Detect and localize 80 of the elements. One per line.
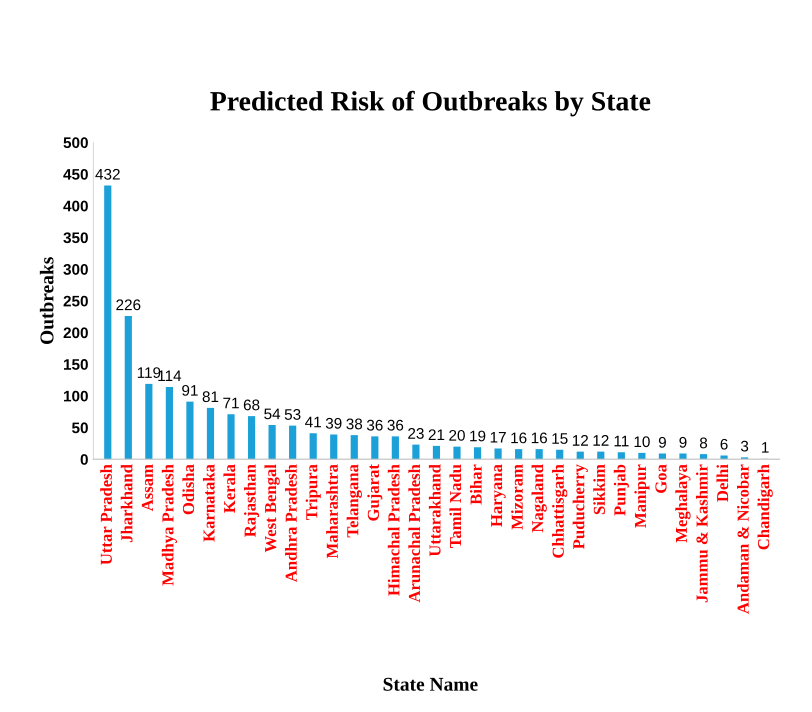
data-label: 54: [264, 408, 280, 420]
x-tick-label: Sikkim: [593, 464, 605, 514]
data-label: 9: [679, 436, 686, 448]
data-label: 17: [490, 432, 506, 443]
data-label: 53: [284, 409, 300, 420]
x-tick-label: Assam: [142, 464, 154, 512]
data-label: 226: [116, 299, 140, 310]
x-tick-label: Bihar: [470, 464, 482, 505]
data-label: 36: [387, 420, 404, 431]
y-tick-label: 400: [63, 200, 88, 212]
data-label: 1: [762, 442, 769, 453]
x-tick-label: Andhra Pradesh: [285, 464, 297, 582]
y-tick-label: 250: [64, 296, 88, 307]
x-tick-label: Jammu & Kashmir: [696, 464, 708, 602]
data-label: 114: [158, 370, 182, 382]
x-tick-label: Kerala: [223, 464, 236, 513]
data-label: 8: [700, 438, 708, 448]
data-label: 38: [346, 418, 362, 430]
x-tick-label: Meghalaya: [675, 464, 691, 543]
x-tick-label: Arunachal Pradesh: [408, 464, 420, 602]
x-tick-label: Maharashtra: [326, 464, 338, 558]
x-tick-label: Haryana: [491, 464, 506, 527]
x-tick-label: Karnataka: [202, 464, 215, 542]
y-tick-label: 350: [63, 232, 88, 244]
data-label: 71: [223, 398, 239, 408]
x-tick-label: Delhi: [716, 464, 728, 502]
data-label: 6: [720, 438, 728, 450]
data-label: 12: [593, 435, 609, 446]
x-tick-label: Tripura: [306, 464, 321, 520]
x-tick-label: Tamil Nadu: [449, 464, 462, 548]
x-tick-label: Chhattisgarh: [552, 464, 568, 558]
data-label: 16: [532, 432, 547, 444]
data-label: 12: [572, 435, 588, 446]
x-tick-label: Odisha: [182, 464, 194, 514]
data-label: 68: [244, 400, 260, 410]
chart-title: Predicted Risk of Outbreaks by State: [210, 90, 650, 116]
x-tick-label: Chandigarh: [758, 464, 773, 550]
data-label: 39: [326, 418, 342, 429]
x-tick-label: Madhya Pradesh: [162, 464, 177, 586]
x-tick-label: Nagaland: [532, 464, 547, 532]
x-axis-title: State Name: [384, 678, 478, 691]
y-tick-label: 450: [63, 168, 88, 180]
data-label: 41: [305, 416, 321, 428]
data-label: 20: [449, 430, 465, 441]
x-tick-label: Jharkhand: [120, 464, 132, 542]
x-tick-label: Uttar Pradesh: [100, 464, 112, 565]
x-tick-label: Puducherry: [572, 464, 588, 549]
data-label: 21: [428, 429, 444, 440]
y-tick-label: 300: [63, 264, 88, 275]
y-tick-label: 200: [64, 327, 88, 338]
data-label: 16: [511, 432, 526, 444]
y-tick-label: 500: [64, 137, 88, 148]
data-label: 36: [366, 420, 383, 431]
data-label: 432: [95, 168, 120, 180]
data-label: 91: [182, 384, 198, 396]
data-label: 19: [470, 430, 486, 442]
y-tick-label: 0: [80, 454, 88, 465]
x-tick-label: Telangana: [346, 464, 362, 538]
data-label: 81: [202, 391, 218, 402]
y-tick-label: 50: [72, 422, 88, 434]
y-tick-label: 150: [64, 359, 88, 370]
data-label: 119: [138, 367, 160, 378]
data-label: 9: [658, 436, 666, 448]
x-tick-label: Mizoram: [511, 464, 523, 530]
data-label: 23: [408, 428, 424, 439]
x-tick-label: Punjab: [614, 464, 629, 516]
data-label: 11: [614, 436, 629, 446]
x-tick-label: West Bengal: [264, 464, 280, 552]
x-tick-label: Gujarat: [367, 464, 382, 521]
x-tick-label: Andaman & Nicobar: [737, 464, 749, 614]
x-tick-label: Uttarakhand: [428, 464, 441, 556]
y-tick-label: 100: [64, 390, 88, 402]
data-label: 10: [634, 436, 650, 448]
x-tick-label: Rajasthan: [244, 464, 260, 537]
x-tick-label: Manipur: [634, 464, 650, 528]
data-label: 15: [552, 433, 568, 444]
y-axis-title: Outbreaks: [40, 257, 54, 344]
x-tick-label: Goa: [655, 464, 667, 493]
data-label: 3: [740, 440, 748, 452]
x-tick-label: Himachal Pradesh: [388, 464, 400, 596]
